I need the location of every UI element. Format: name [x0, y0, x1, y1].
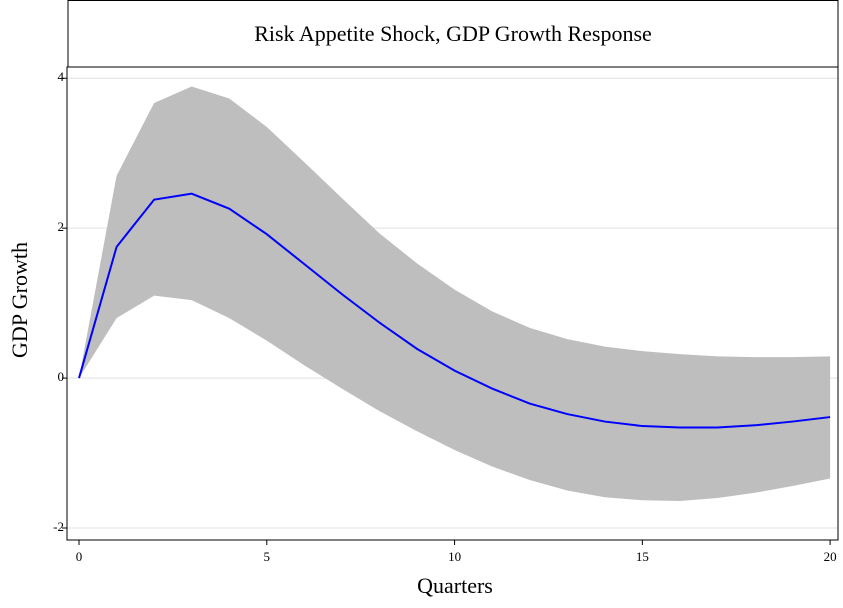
y-tick-label: -2	[53, 519, 64, 534]
chart-title: Risk Appetite Shock, GDP Growth Response	[254, 21, 652, 46]
response-line	[78, 192, 831, 429]
y-axis-title: GDP Growth	[7, 242, 32, 358]
title-box	[67, 0, 839, 68]
confidence-band	[79, 86, 831, 502]
y-tick-label: 0	[58, 369, 65, 384]
y-tick-label: 4	[58, 69, 65, 84]
plot-frame	[66, 66, 839, 541]
x-tick-label: 20	[824, 549, 837, 564]
x-tick-label: 5	[264, 549, 271, 564]
x-tick-label: 10	[448, 549, 461, 564]
y-tick-label: 2	[58, 219, 65, 234]
x-axis-title: Quarters	[417, 573, 493, 598]
x-tick-label: 15	[636, 549, 649, 564]
x-tick-label: 0	[76, 549, 83, 564]
